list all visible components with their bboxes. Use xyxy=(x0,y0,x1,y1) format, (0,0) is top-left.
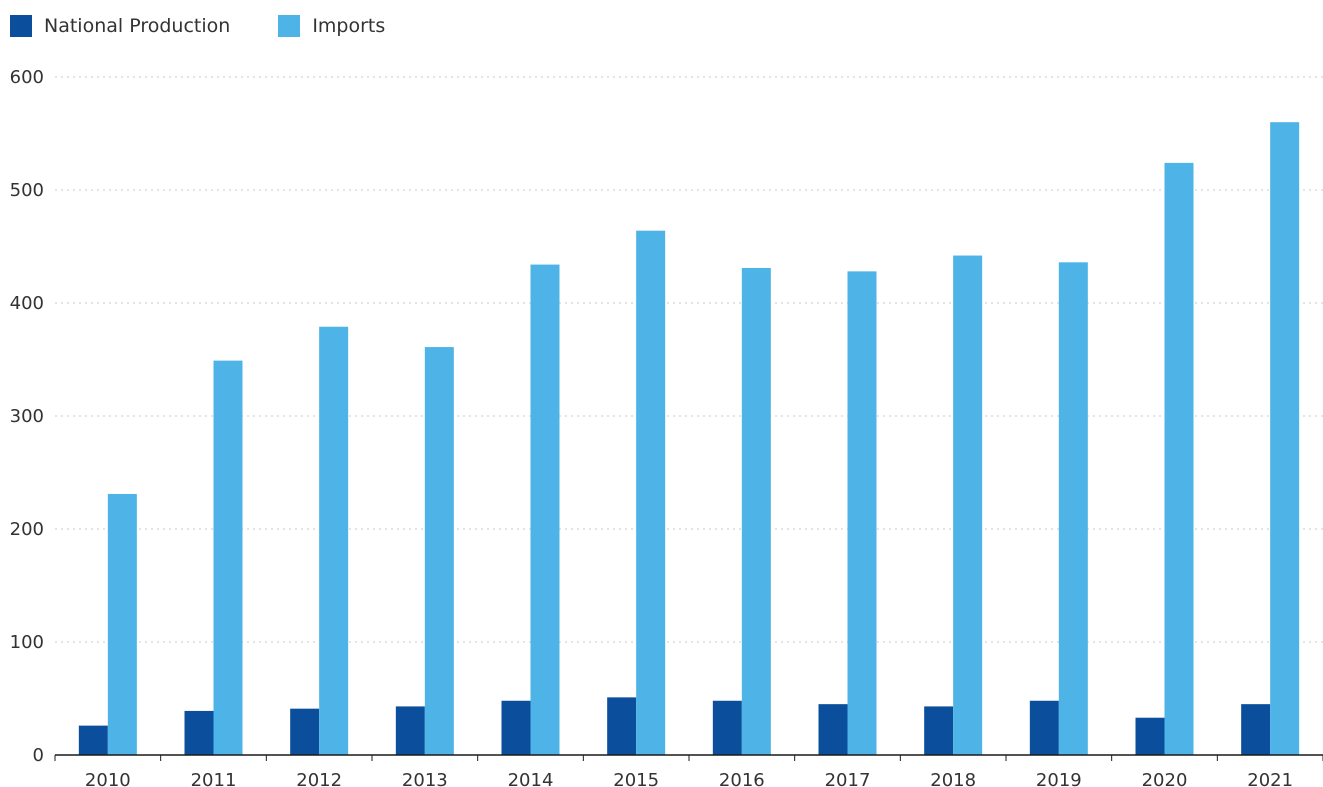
x-tick-label-2011: 2011 xyxy=(191,770,237,787)
bar-imports-2011 xyxy=(213,360,243,755)
legend-item-imports: Imports xyxy=(278,15,385,37)
bar-imports-2018 xyxy=(953,255,983,756)
legend-label-national-production: National Production xyxy=(44,15,231,37)
bar-imports-2020 xyxy=(1164,162,1194,755)
bar-imports-2010 xyxy=(107,493,137,755)
x-tick-label-2018: 2018 xyxy=(930,770,976,787)
bar-imports-2012 xyxy=(319,326,349,755)
bar-national-production-2010 xyxy=(78,725,108,755)
legend-swatch-imports xyxy=(278,15,301,37)
bar-national-production-2012 xyxy=(290,708,320,755)
x-tick-label-2019: 2019 xyxy=(1036,770,1082,787)
bar-national-production-2016 xyxy=(712,700,742,755)
bar-national-production-2011 xyxy=(184,710,214,755)
x-tick-label-2017: 2017 xyxy=(825,770,871,787)
bar-imports-2017 xyxy=(847,271,877,755)
x-tick-label-2014: 2014 xyxy=(508,770,554,787)
legend-item-national-production: National Production xyxy=(10,15,230,37)
bar-imports-2019 xyxy=(1058,262,1088,755)
x-tick-label-2010: 2010 xyxy=(85,770,131,787)
bar-national-production-2018 xyxy=(924,706,954,755)
bar-imports-2016 xyxy=(741,267,771,755)
bar-national-production-2020 xyxy=(1135,717,1165,755)
bar-national-production-2019 xyxy=(1029,700,1059,755)
bar-national-production-2013 xyxy=(395,706,425,755)
legend: National Production Imports xyxy=(10,15,385,37)
y-tick-label-500: 500 xyxy=(10,180,44,201)
x-tick-label-2013: 2013 xyxy=(402,770,448,787)
y-tick-label-0: 0 xyxy=(33,745,44,766)
bar-national-production-2014 xyxy=(501,700,531,755)
bar-imports-2015 xyxy=(636,230,666,755)
y-tick-label-300: 300 xyxy=(10,406,44,427)
y-tick-label-200: 200 xyxy=(10,519,44,540)
x-tick-label-2015: 2015 xyxy=(613,770,659,787)
y-tick-label-100: 100 xyxy=(10,632,44,653)
x-tick-label-2020: 2020 xyxy=(1142,770,1188,787)
x-tick-label-2021: 2021 xyxy=(1247,770,1293,787)
y-tick-label-600: 600 xyxy=(10,67,44,88)
x-tick-label-2012: 2012 xyxy=(296,770,342,787)
bar-national-production-2015 xyxy=(607,697,637,755)
legend-label-imports: Imports xyxy=(312,15,386,37)
bar-imports-2014 xyxy=(530,264,560,755)
bar-imports-2013 xyxy=(424,347,454,755)
x-tick-label-2016: 2016 xyxy=(719,770,765,787)
bar-national-production-2017 xyxy=(818,704,848,755)
legend-swatch-national-production xyxy=(10,15,32,37)
bar-imports-2021 xyxy=(1270,122,1300,755)
bar-national-production-2021 xyxy=(1241,704,1271,755)
y-tick-label-400: 400 xyxy=(10,293,44,314)
